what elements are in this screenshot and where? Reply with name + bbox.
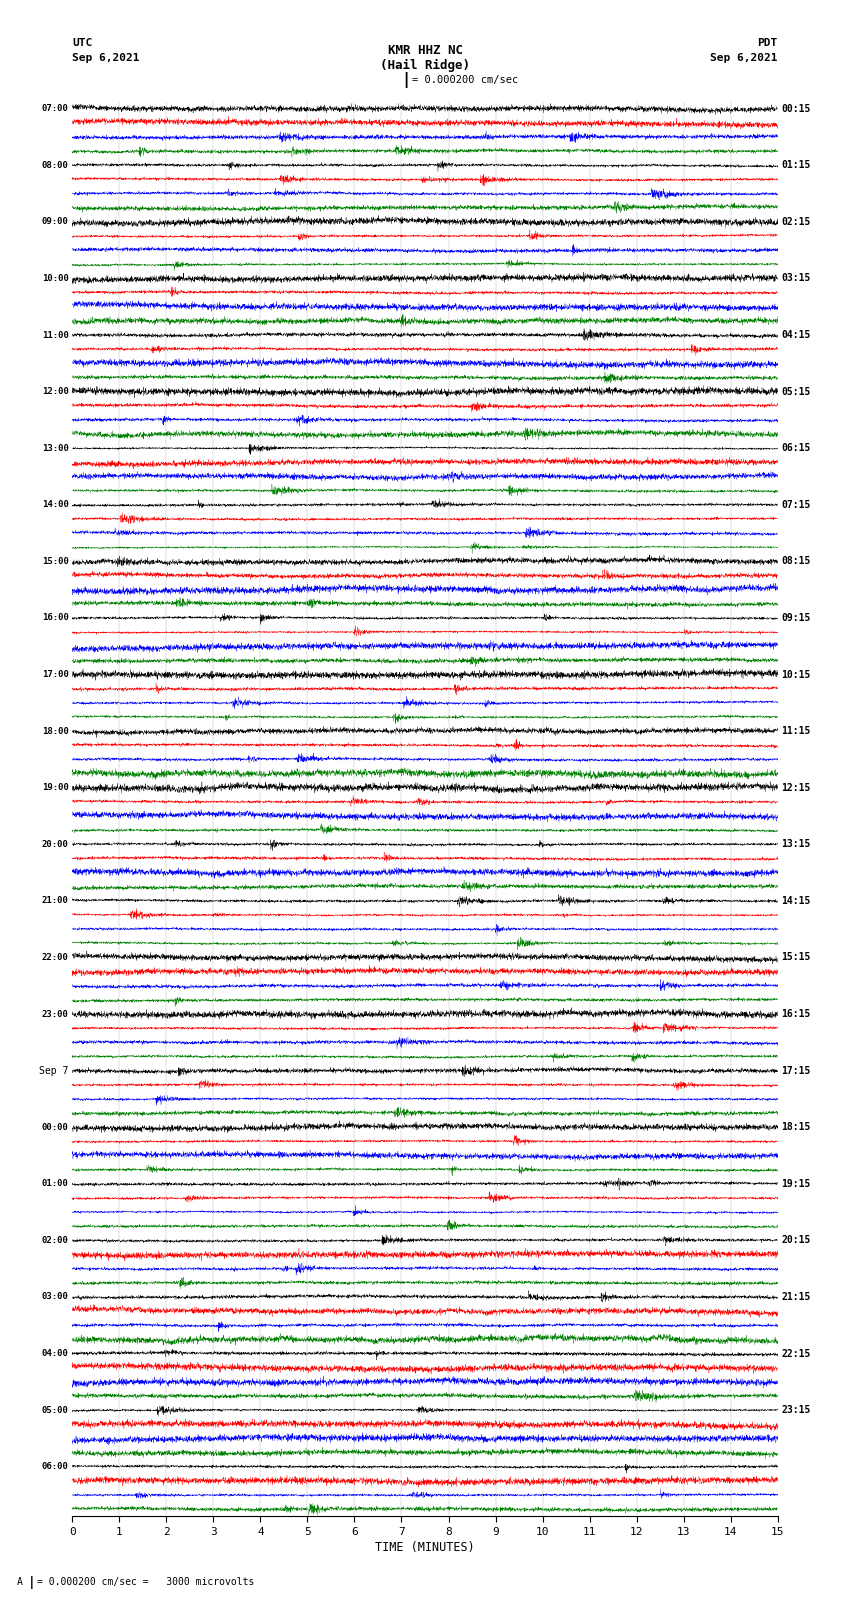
Text: 12:15: 12:15	[781, 782, 811, 792]
Text: = 0.000200 cm/sec =   3000 microvolts: = 0.000200 cm/sec = 3000 microvolts	[37, 1578, 254, 1587]
Text: 13:00: 13:00	[42, 444, 69, 453]
Text: 09:00: 09:00	[42, 218, 69, 226]
Text: |: |	[28, 1576, 36, 1589]
Text: 18:15: 18:15	[781, 1123, 811, 1132]
Text: |: |	[402, 73, 411, 87]
Text: 21:15: 21:15	[781, 1292, 811, 1302]
Text: 10:00: 10:00	[42, 274, 69, 282]
Text: 14:15: 14:15	[781, 895, 811, 907]
Text: 00:15: 00:15	[781, 103, 811, 113]
Text: 01:00: 01:00	[42, 1179, 69, 1189]
Text: 23:00: 23:00	[42, 1010, 69, 1018]
Text: 16:15: 16:15	[781, 1010, 811, 1019]
Text: Sep 7: Sep 7	[39, 1066, 69, 1076]
Text: 20:00: 20:00	[42, 840, 69, 848]
Text: 08:15: 08:15	[781, 556, 811, 566]
Text: 09:15: 09:15	[781, 613, 811, 623]
Text: 11:15: 11:15	[781, 726, 811, 736]
Text: = 0.000200 cm/sec: = 0.000200 cm/sec	[412, 74, 518, 85]
Text: 08:00: 08:00	[42, 161, 69, 169]
Text: 22:00: 22:00	[42, 953, 69, 961]
Text: 16:00: 16:00	[42, 613, 69, 623]
Text: 01:15: 01:15	[781, 160, 811, 171]
Text: KMR HHZ NC: KMR HHZ NC	[388, 44, 462, 58]
Text: 20:15: 20:15	[781, 1236, 811, 1245]
Text: 17:15: 17:15	[781, 1066, 811, 1076]
Text: 15:00: 15:00	[42, 556, 69, 566]
Text: 05:15: 05:15	[781, 387, 811, 397]
Text: 10:15: 10:15	[781, 669, 811, 679]
Text: 00:00: 00:00	[42, 1123, 69, 1132]
Text: 23:15: 23:15	[781, 1405, 811, 1415]
Text: 21:00: 21:00	[42, 897, 69, 905]
Text: 19:15: 19:15	[781, 1179, 811, 1189]
Text: UTC: UTC	[72, 37, 93, 48]
Text: 17:00: 17:00	[42, 669, 69, 679]
Text: Sep 6,2021: Sep 6,2021	[711, 53, 778, 63]
Text: 05:00: 05:00	[42, 1405, 69, 1415]
Text: 06:15: 06:15	[781, 444, 811, 453]
Text: A: A	[17, 1578, 23, 1587]
X-axis label: TIME (MINUTES): TIME (MINUTES)	[375, 1540, 475, 1553]
Text: 19:00: 19:00	[42, 784, 69, 792]
Text: 11:00: 11:00	[42, 331, 69, 339]
Text: 14:00: 14:00	[42, 500, 69, 510]
Text: (Hail Ridge): (Hail Ridge)	[380, 58, 470, 73]
Text: 22:15: 22:15	[781, 1348, 811, 1358]
Text: 02:15: 02:15	[781, 216, 811, 227]
Text: 15:15: 15:15	[781, 952, 811, 963]
Text: Sep 6,2021: Sep 6,2021	[72, 53, 139, 63]
Text: 02:00: 02:00	[42, 1236, 69, 1245]
Text: 18:00: 18:00	[42, 726, 69, 736]
Text: 13:15: 13:15	[781, 839, 811, 850]
Text: 07:15: 07:15	[781, 500, 811, 510]
Text: 04:15: 04:15	[781, 331, 811, 340]
Text: 07:00: 07:00	[42, 105, 69, 113]
Text: 06:00: 06:00	[42, 1463, 69, 1471]
Text: 03:00: 03:00	[42, 1292, 69, 1302]
Text: 12:00: 12:00	[42, 387, 69, 397]
Text: 04:00: 04:00	[42, 1348, 69, 1358]
Text: 03:15: 03:15	[781, 274, 811, 284]
Text: PDT: PDT	[757, 37, 778, 48]
